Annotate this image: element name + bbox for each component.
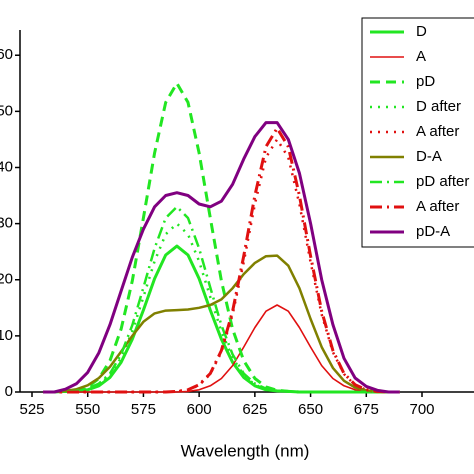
x-tick-label: 575	[131, 401, 156, 418]
legend-label: D	[416, 23, 427, 40]
x-tick-label: 700	[409, 401, 434, 418]
y-tick-label: 50	[0, 102, 13, 119]
x-tick-label: 650	[298, 401, 323, 418]
legend-label: pD after	[416, 173, 469, 190]
series-line	[43, 126, 400, 394]
legend-box	[361, 17, 474, 248]
y-tick-label: 10	[0, 327, 13, 344]
legend-label: D after	[416, 98, 461, 115]
x-axis-label: Wavelength (nm)	[181, 441, 310, 460]
series-line	[43, 254, 400, 394]
series-line	[43, 222, 400, 394]
x-tick-label: 625	[242, 401, 267, 418]
legend-label: pD	[416, 73, 435, 90]
series-line	[43, 244, 400, 394]
x-tick-label: 550	[75, 401, 100, 418]
y-tick-label: 20	[0, 271, 13, 288]
y-tick-label: 40	[0, 158, 13, 175]
y-tick-label: 30	[0, 215, 13, 232]
legend-label: A after	[416, 198, 459, 215]
x-tick-label: 525	[19, 401, 44, 418]
series-line	[43, 205, 400, 394]
x-tick-label: 600	[187, 401, 212, 418]
y-tick-label: 0	[5, 383, 13, 400]
legend-label: pD-A	[416, 223, 450, 240]
legend-label: A after	[416, 123, 459, 140]
legend-label: A	[416, 48, 426, 65]
legend-label: D-A	[416, 148, 442, 165]
x-tick-label: 675	[354, 401, 379, 418]
series-line	[43, 121, 400, 394]
y-tick-label: 60	[0, 46, 13, 63]
